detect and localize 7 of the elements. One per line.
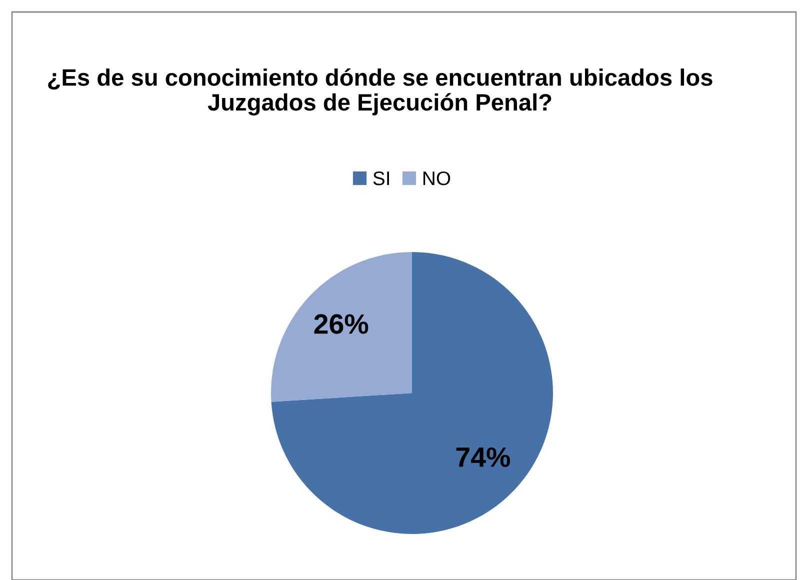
legend-label: NO — [423, 171, 450, 186]
legend-label: SI — [373, 171, 389, 186]
data-label: 26% — [314, 314, 368, 334]
chart-title: ¿Es de su conocimiento dónde se encuentran ubicados los Juzgados de Ejecución Penal? — [48, 68, 712, 116]
data-label: 74% — [456, 447, 510, 467]
pie-slice — [271, 252, 553, 534]
pie-slice — [271, 252, 412, 402]
